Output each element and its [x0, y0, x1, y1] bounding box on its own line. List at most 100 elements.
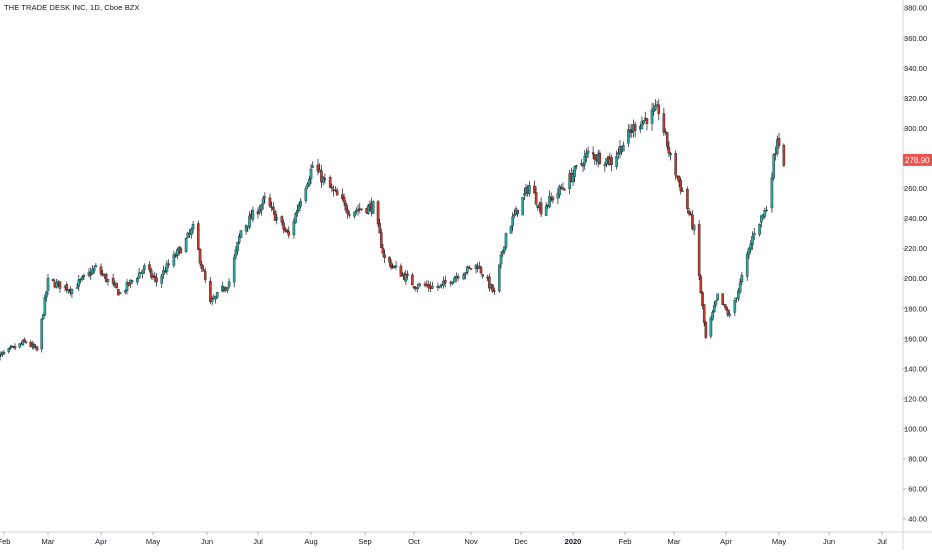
- candle-body: [23, 340, 25, 342]
- candle-body: [698, 224, 700, 276]
- candle-body: [492, 285, 494, 291]
- candle-body: [411, 275, 413, 285]
- candle-body: [52, 279, 54, 281]
- time-tick-label: Feb: [619, 537, 632, 546]
- price-tick-label: 380.00: [904, 4, 927, 13]
- candle-body: [523, 194, 525, 196]
- candle-body: [522, 197, 524, 215]
- candle-body: [116, 283, 118, 288]
- candle-body: [388, 257, 390, 262]
- candle-body: [599, 153, 601, 164]
- candle-body: [510, 226, 512, 233]
- candle-body: [47, 278, 49, 290]
- candle-body: [634, 125, 636, 131]
- candle-body: [81, 277, 83, 280]
- candle-body: [252, 210, 254, 219]
- candle-body: [95, 266, 97, 267]
- candles-layer: [0, 99, 785, 363]
- candle-body: [594, 155, 596, 160]
- candle-body: [78, 280, 80, 287]
- candle-body: [117, 289, 119, 295]
- candle-body: [14, 347, 16, 348]
- candle-body: [76, 288, 78, 289]
- candle-body: [283, 223, 285, 229]
- candle-body: [533, 186, 535, 193]
- time-axis[interactable]: FebMarAprMayJunJulAugSepOctNovDec2020Feb…: [0, 532, 887, 546]
- candle-body: [93, 268, 95, 271]
- last-price-label: 278.90: [905, 156, 930, 165]
- candle-body: [728, 314, 730, 316]
- time-tick-label: Mar: [42, 537, 55, 546]
- candle-body: [680, 180, 682, 190]
- candle-body: [725, 306, 727, 309]
- candle-body: [329, 177, 331, 187]
- candle-body: [616, 156, 618, 166]
- candle-body: [190, 229, 192, 234]
- candle-body: [395, 266, 397, 267]
- candle-body: [413, 286, 415, 287]
- candle-body: [312, 166, 314, 168]
- candle-body: [417, 287, 419, 289]
- candle-body: [663, 114, 665, 133]
- candle-body: [142, 271, 144, 274]
- candle-body: [3, 352, 5, 353]
- candle-body: [610, 158, 612, 165]
- candle-body: [45, 292, 47, 297]
- candle-body: [642, 120, 644, 123]
- candle-body: [406, 274, 408, 275]
- candle-body: [336, 190, 338, 195]
- time-tick-label: Jul: [253, 537, 263, 546]
- candle-body: [783, 145, 785, 165]
- candle-body: [305, 188, 307, 200]
- price-tick-label: 160.00: [904, 334, 927, 343]
- candle-body: [528, 185, 530, 193]
- time-tick-label: Jul: [877, 537, 887, 546]
- candle-body: [580, 163, 582, 164]
- candle-body: [773, 155, 775, 178]
- candle-body: [582, 165, 584, 166]
- price-tick-label: 240.00: [904, 214, 927, 223]
- price-tick-label: 180.00: [904, 304, 927, 313]
- time-tick-label: Apr: [720, 537, 732, 546]
- candle-body: [670, 154, 672, 155]
- candle-body: [574, 167, 576, 177]
- candle-body: [264, 197, 266, 198]
- candle-body: [295, 213, 297, 223]
- candle-body: [734, 300, 736, 312]
- time-tick-label: May: [146, 537, 160, 546]
- candle-body: [503, 247, 505, 252]
- candle-body: [753, 233, 755, 235]
- candle-body: [357, 210, 359, 211]
- price-tick-label: 40.00: [908, 515, 927, 524]
- candle-body: [444, 280, 446, 283]
- price-tick-label: 120.00: [904, 394, 927, 403]
- time-tick-label: Nov: [464, 537, 478, 546]
- candle-body: [482, 275, 484, 277]
- candle-body: [300, 201, 302, 206]
- candle-body: [324, 179, 326, 180]
- candle-body: [622, 145, 624, 151]
- candle-body: [587, 151, 589, 153]
- candle-body: [272, 207, 274, 210]
- candle-body: [592, 152, 594, 154]
- candle-body: [668, 147, 670, 153]
- candle-body: [585, 153, 587, 157]
- candle-body: [345, 203, 347, 210]
- candle-body: [604, 165, 606, 166]
- candle-body: [564, 190, 566, 191]
- candle-body: [202, 270, 204, 272]
- candle-body: [463, 275, 465, 279]
- candle-body: [308, 179, 310, 185]
- candle-body: [710, 318, 712, 336]
- candle-body: [269, 198, 271, 206]
- candle-body: [584, 156, 586, 164]
- candle-body: [512, 217, 514, 226]
- candle-body: [498, 265, 500, 291]
- candle-body: [751, 236, 753, 244]
- candle-body: [651, 110, 653, 123]
- last-price-marker: 278.90: [903, 154, 932, 166]
- candle-body: [260, 205, 262, 210]
- candle-body: [353, 212, 355, 216]
